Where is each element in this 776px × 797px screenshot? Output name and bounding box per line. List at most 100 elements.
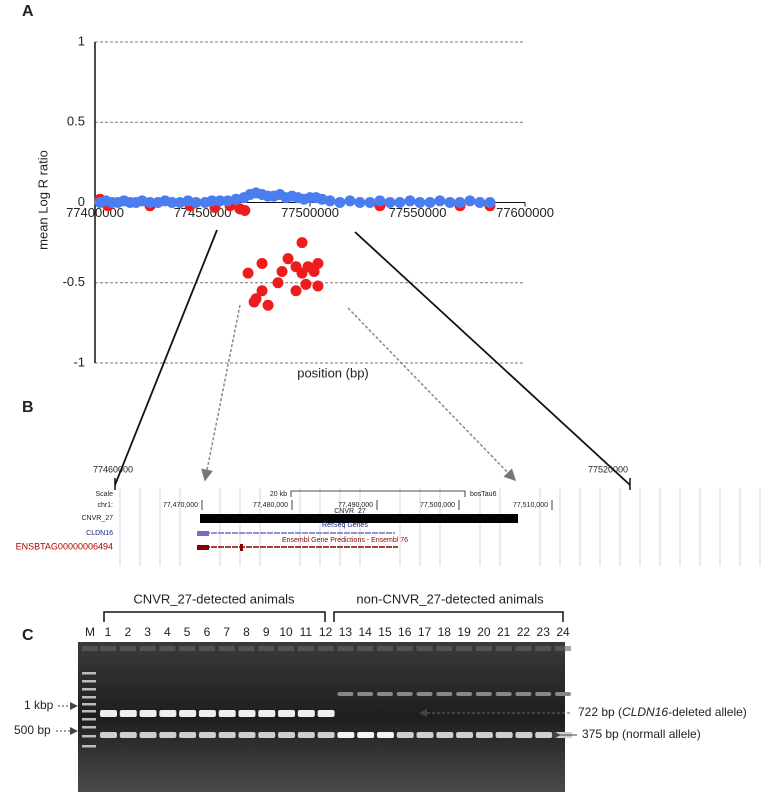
assembly: bosTau6 — [470, 491, 497, 498]
band-faint — [357, 692, 374, 696]
lane-label: 17 — [418, 625, 432, 639]
band-desc: -deleted allele) — [668, 705, 747, 719]
coord-right: 77520000 — [588, 464, 628, 474]
band-722 — [218, 710, 236, 717]
band-faint — [475, 692, 492, 696]
point — [296, 237, 308, 249]
point — [222, 195, 234, 207]
point — [444, 197, 456, 208]
cnv-bar-label: CNVR_27 — [334, 508, 366, 515]
ladder-band — [82, 710, 96, 713]
well — [297, 646, 314, 651]
well — [159, 646, 176, 651]
band-label: 375 bp (normall allele) — [582, 727, 701, 741]
point — [300, 278, 312, 290]
point — [296, 267, 308, 279]
point — [206, 195, 218, 207]
band-375 — [416, 732, 434, 738]
position: 77,470,000 — [163, 502, 198, 509]
point — [282, 253, 294, 265]
well — [198, 646, 215, 651]
point — [414, 197, 426, 208]
gene-label: CLDN16 — [86, 530, 113, 537]
lane-label: 14 — [358, 625, 372, 639]
coord-left: 77460000 — [93, 464, 133, 474]
well — [100, 646, 116, 651]
lane-label: 15 — [378, 625, 392, 639]
well — [179, 646, 196, 651]
point — [276, 266, 288, 278]
ladder-band — [82, 680, 96, 683]
point — [384, 197, 396, 208]
point — [484, 197, 496, 208]
track-title: RefSeq Genes — [322, 522, 368, 529]
lane-label: 16 — [398, 625, 412, 639]
band-375 — [456, 732, 474, 738]
ladder-band — [82, 672, 96, 675]
well — [535, 646, 552, 651]
point — [262, 299, 274, 311]
lane-label: 7 — [223, 625, 230, 639]
lane-label: 6 — [204, 625, 211, 639]
band-size: 722 bp ( — [578, 705, 622, 719]
well — [139, 646, 156, 651]
y-axis-label: mean Log R ratio — [35, 150, 50, 250]
lane-label: 2 — [124, 625, 131, 639]
lane-label: M — [85, 625, 95, 639]
ladder-label: 1 kbp — [24, 698, 54, 712]
point — [454, 197, 466, 208]
band-375 — [495, 732, 513, 738]
band-375 — [515, 732, 533, 738]
cnv-bar — [200, 514, 518, 523]
ladder-band — [82, 745, 96, 748]
band-gene: CLDN16 — [622, 705, 668, 719]
lane-label: 8 — [243, 625, 250, 639]
band-375 — [159, 732, 177, 738]
band-722 — [297, 710, 315, 717]
band-722 — [278, 710, 296, 717]
band-faint — [535, 692, 552, 696]
band-faint — [555, 692, 571, 696]
point — [248, 296, 260, 308]
point — [174, 197, 186, 208]
band-faint — [436, 692, 453, 696]
point — [464, 195, 476, 207]
ladder-band — [82, 726, 96, 729]
lane-label: 4 — [164, 625, 171, 639]
band-375 — [238, 732, 256, 738]
point — [434, 195, 446, 207]
band-375 — [218, 732, 236, 738]
well — [238, 646, 255, 651]
well — [436, 646, 453, 651]
lane-label: 3 — [144, 625, 151, 639]
point — [239, 205, 251, 217]
position: 77,480,000 — [253, 502, 288, 509]
point — [344, 195, 356, 207]
well — [278, 646, 295, 651]
lane-label: 13 — [339, 625, 353, 639]
band-722 — [119, 710, 137, 717]
point — [190, 197, 202, 208]
well — [515, 646, 532, 651]
band-375 — [376, 732, 394, 738]
zoom-lines — [114, 229, 631, 486]
position: 77,500,000 — [420, 502, 455, 509]
panel-label: C — [22, 627, 34, 644]
well — [82, 646, 98, 651]
well — [475, 646, 492, 651]
point — [242, 267, 254, 279]
band-722 — [317, 710, 335, 717]
band-375 — [317, 732, 335, 738]
point — [404, 195, 416, 207]
well — [258, 646, 275, 651]
point — [354, 197, 366, 208]
band-375 — [139, 732, 157, 738]
y-tick-label: 0.5 — [67, 114, 85, 129]
point — [144, 197, 156, 208]
band-722 — [179, 710, 197, 717]
ladder-band — [82, 688, 96, 691]
x-axis-label: position (bp) — [297, 365, 369, 380]
lane-label: 11 — [300, 625, 313, 639]
x-tick-label: 77550000 — [389, 205, 447, 220]
